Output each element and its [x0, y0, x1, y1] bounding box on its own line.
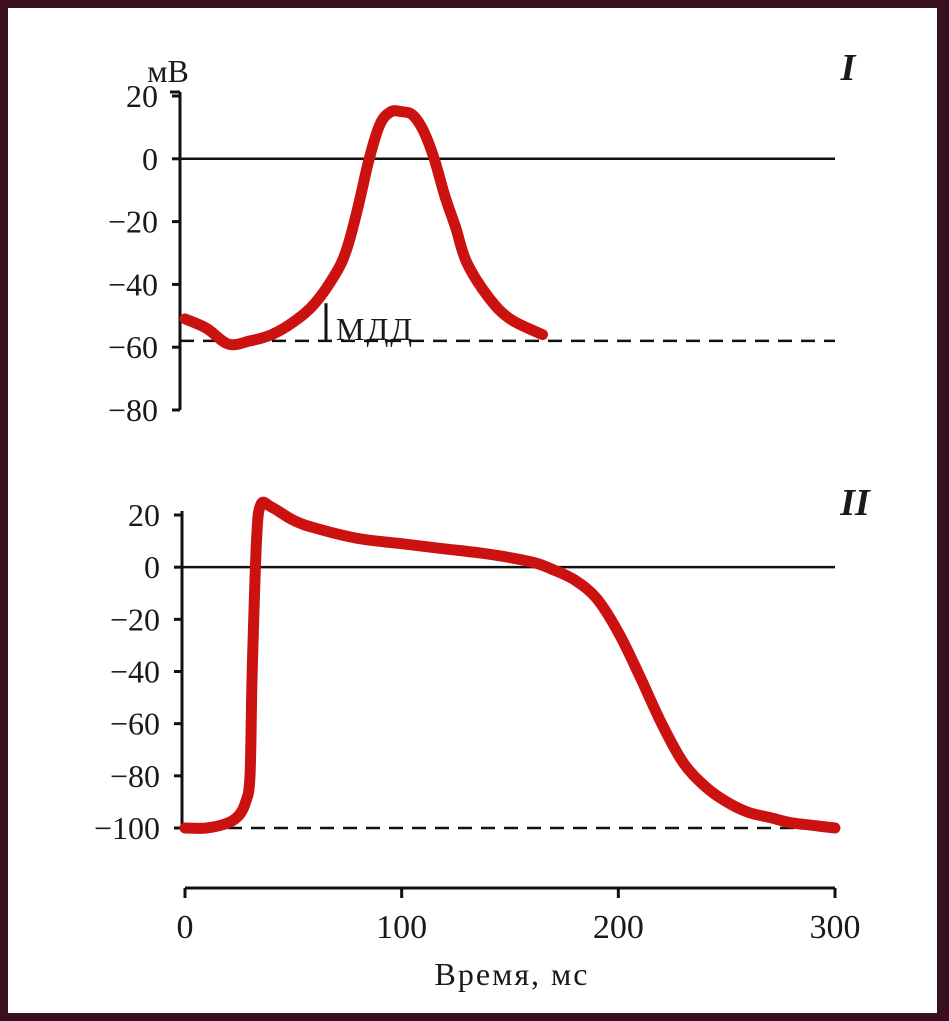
- y-tick-label: 0: [142, 141, 158, 177]
- x-tick-label: 200: [593, 909, 644, 946]
- y-tick-label: −80: [108, 392, 158, 428]
- y-tick-label: 20: [126, 78, 158, 114]
- y-axis-unit-label: мВ: [147, 53, 189, 89]
- action-potential-trace: [179, 105, 548, 351]
- y-tick-label: −60: [108, 329, 158, 365]
- y-tick-label: −20: [108, 204, 158, 240]
- y-tick-label: −40: [110, 654, 160, 690]
- x-tick-label: 300: [810, 909, 861, 946]
- y-tick-label: −40: [108, 266, 158, 302]
- y-tick-label: −20: [110, 601, 160, 637]
- action-potential-trace: [179, 496, 841, 834]
- panel-i: I мВ МДД 200−20−40−60−80: [108, 47, 857, 428]
- x-tick-label: 100: [376, 909, 427, 946]
- y-tick-label: 0: [144, 549, 160, 585]
- y-tick-label: 20: [128, 497, 160, 533]
- panel-i-label: I: [840, 47, 857, 89]
- x-tick-label: 0: [177, 909, 194, 946]
- y-tick-label: −60: [110, 706, 160, 742]
- y-tick-label: −100: [94, 810, 160, 846]
- y-tick-label: −80: [110, 758, 160, 794]
- x-axis-label: Время, мс: [435, 956, 590, 992]
- panel-ii-label: II: [839, 482, 871, 524]
